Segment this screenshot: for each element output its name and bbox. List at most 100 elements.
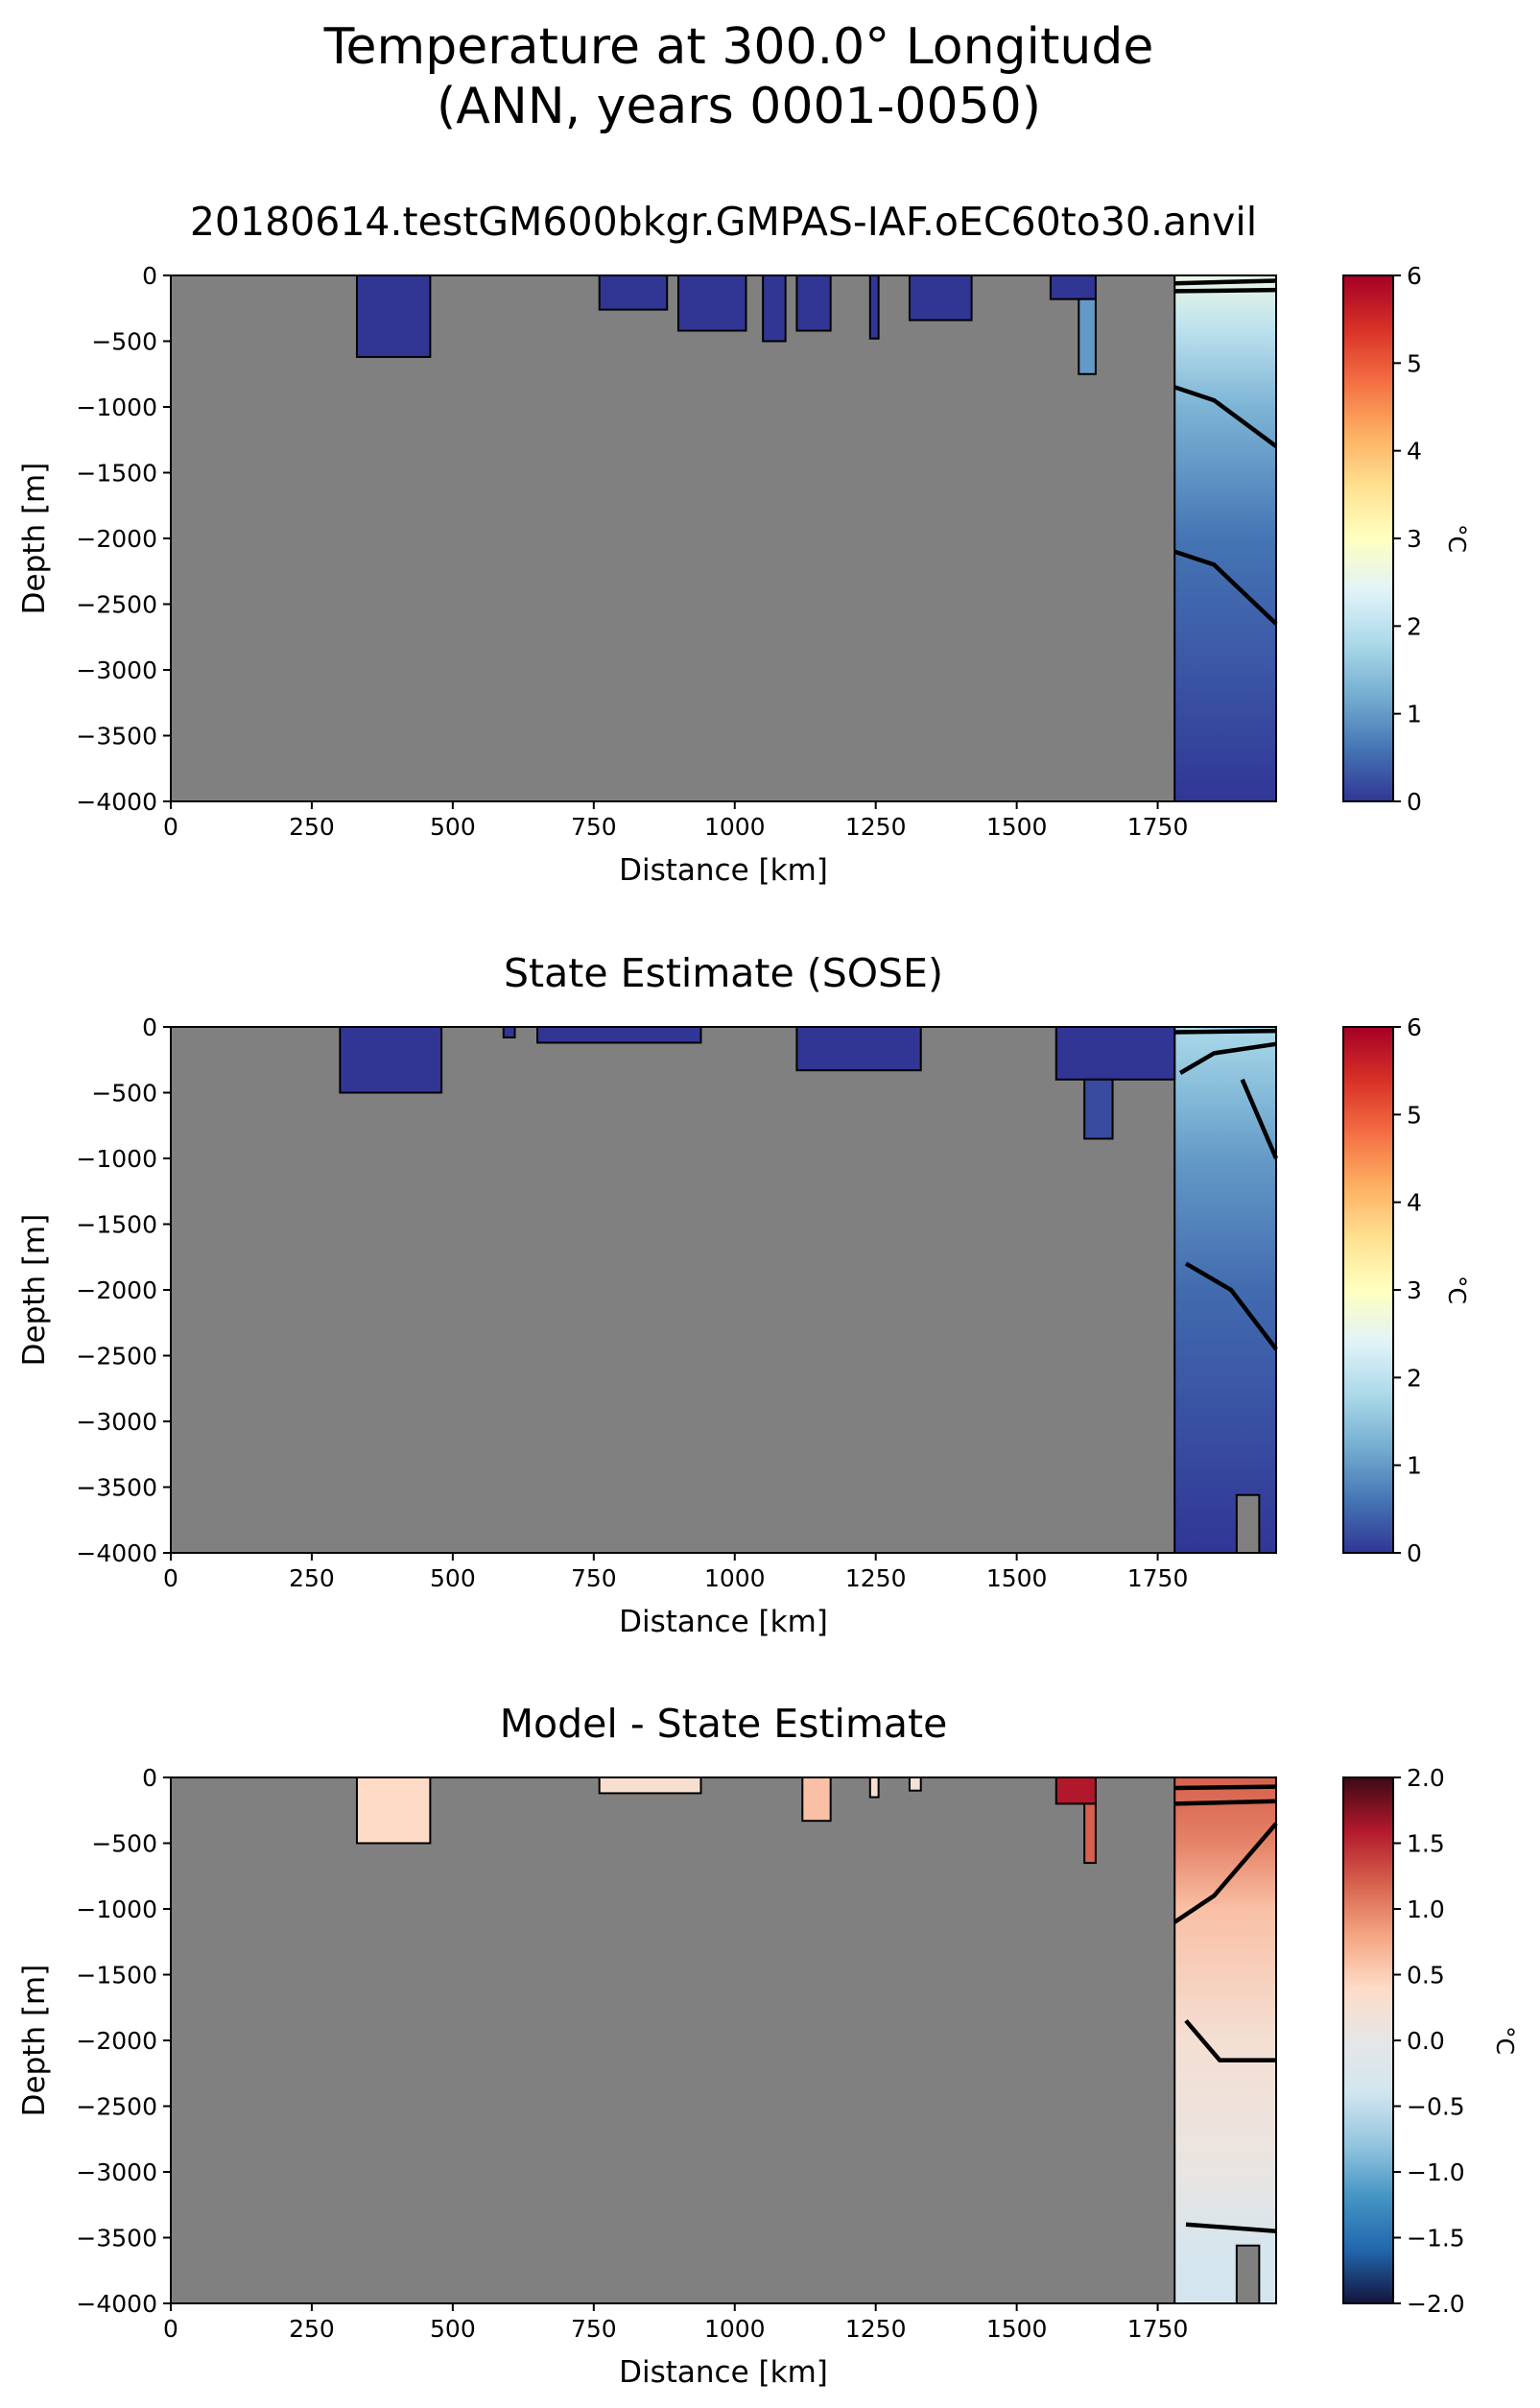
x-tick-label: 250 [289, 813, 335, 841]
ocean-cell-6 [1054, 1776, 1097, 1805]
y-tick-label: −3000 [76, 1408, 157, 1436]
x-tick-label: 500 [430, 2315, 476, 2343]
y-tick-label: −500 [91, 1080, 157, 1108]
ocean-cell-1 [355, 274, 432, 358]
ocean-cell-4 [762, 274, 787, 343]
ocean-cell-3 [536, 1026, 702, 1044]
ocean-cell-2 [598, 274, 669, 311]
x-tick-label: 750 [571, 2315, 617, 2343]
colorbar-tick-label: −0.5 [1407, 2093, 1465, 2121]
contour-line-3 [1174, 278, 1277, 286]
ocean-cell-8 [1049, 274, 1097, 300]
y-tick-label: −3000 [76, 656, 157, 684]
contour-line-4 [1174, 1028, 1277, 1035]
x-tick-label: 1500 [986, 813, 1048, 841]
colorbar-tick-label: 2 [1407, 612, 1422, 640]
contour-line-1 [1173, 1822, 1278, 1924]
y-tick-label: −1000 [76, 1145, 157, 1173]
ocean-cell-3 [676, 274, 747, 332]
x-tick-label: 1750 [1127, 1564, 1189, 1592]
colorbar-tick-label: 5 [1407, 1101, 1422, 1129]
colorbar-tick-label: 0 [1407, 788, 1422, 816]
colorbar [1342, 1026, 1394, 1554]
y-tick-label: −1500 [76, 460, 157, 488]
x-tick-label: 1000 [704, 2315, 766, 2343]
y-axis-label: Depth [m] [17, 1214, 52, 1367]
y-tick-label: −4000 [76, 788, 157, 816]
colorbar-tick-label: 5 [1407, 349, 1422, 377]
y-tick-label: −4000 [76, 1539, 157, 1567]
ocean-cell-5 [1054, 1026, 1176, 1081]
y-tick-label: −3000 [76, 2158, 157, 2186]
x-tick-label: 500 [430, 1564, 476, 1592]
seafloor-ridge [1235, 2244, 1261, 2304]
colorbar-tick-label: 1 [1407, 701, 1422, 728]
x-tick-label: 250 [289, 2315, 335, 2343]
x-tick-label: 750 [571, 1564, 617, 1592]
x-tick-label: 0 [163, 813, 178, 841]
x-axis-label: Distance [km] [619, 1605, 828, 1639]
x-axis-label: Distance [km] [619, 2355, 828, 2390]
ocean-cell-5 [795, 274, 832, 332]
contour-line-5 [1174, 1784, 1277, 1791]
land-area [171, 275, 1276, 801]
seafloor-ridge [1235, 1493, 1261, 1554]
figure-title-line-1: Temperature at 300.0° Longitude [323, 18, 1154, 76]
y-tick-label: −2500 [76, 591, 157, 619]
ocean-cell-4 [795, 1026, 922, 1072]
colorbar [1342, 1776, 1394, 2304]
colorbar-tick-label: 4 [1407, 438, 1422, 465]
ocean-cell-6 [868, 274, 880, 340]
ocean-cell-2 [598, 1776, 702, 1795]
ocean-cell-1 [355, 1776, 432, 1845]
colorbar-tick-label: 4 [1407, 1189, 1422, 1217]
y-tick-label: −1500 [76, 1962, 157, 1990]
colorbar-tick-label: 0.0 [1407, 2027, 1445, 2055]
colorbar-tick-label: 3 [1407, 525, 1422, 553]
x-tick-label: 1250 [845, 1564, 907, 1592]
open-ocean-region [1173, 274, 1278, 802]
y-tick-label: −4000 [76, 2290, 157, 2318]
panel-title: 20180614.testGM600bkgr.GMPAS-IAF.oEC60to… [190, 199, 1257, 245]
colorbar-label: °C [1491, 2026, 1519, 2055]
colorbar-tick-label: 2 [1407, 1364, 1422, 1392]
panel-3: Model - State Estimate 0 250 500 750 1000 1250… [17, 1701, 1519, 2390]
y-tick-label: −3500 [76, 723, 157, 751]
panel-1: 20180614.testGM600bkgr.GMPAS-IAF.oEC60to… [17, 199, 1471, 888]
x-tick-label: 250 [289, 1564, 335, 1592]
land-area [171, 1777, 1276, 2303]
colorbar-tick-label: 1 [1407, 1452, 1422, 1480]
colorbar-tick-label: 0.5 [1407, 1962, 1445, 1990]
ocean-cell-4 [868, 1776, 880, 1799]
y-tick-label: −2000 [76, 2027, 157, 2055]
colorbar [1342, 274, 1394, 802]
y-tick-label: −1000 [76, 393, 157, 421]
colorbar-tick-label: 2.0 [1407, 1764, 1445, 1792]
x-tick-label: 1750 [1127, 813, 1189, 841]
colorbar-tick-label: −1.0 [1407, 2158, 1465, 2186]
y-axis-label: Depth [m] [17, 1965, 52, 2117]
contour-line-3 [1185, 2222, 1277, 2233]
x-tick-label: 1000 [704, 813, 766, 841]
colorbar-tick-label: −2.0 [1407, 2290, 1465, 2318]
contour-line-4 [1174, 287, 1277, 294]
x-tick-label: 1500 [986, 1564, 1048, 1592]
x-tick-label: 0 [163, 2315, 178, 2343]
contour-line-1 [1178, 1041, 1277, 1075]
ocean-cell-9 [1078, 298, 1097, 375]
colorbar-tick-label: 1.5 [1407, 1830, 1445, 1858]
ocean-cell-6 [1083, 1078, 1114, 1140]
x-tick-label: 500 [430, 813, 476, 841]
colorbar-tick-label: 6 [1407, 1013, 1422, 1041]
contour-line-4 [1174, 1799, 1277, 1806]
y-tick-label: −2500 [76, 2093, 157, 2121]
y-tick-label: −2500 [76, 1343, 157, 1371]
panel-2: State Estimate (SOSE)0 250 500 750 1000 1250 1… [17, 950, 1471, 1639]
x-tick-label: 1250 [845, 2315, 907, 2343]
y-tick-label: 0 [142, 1764, 157, 1792]
contour-line-2 [1173, 549, 1278, 626]
contour-line-3 [1184, 1261, 1278, 1351]
x-tick-label: 1000 [704, 1564, 766, 1592]
panel-title: State Estimate (SOSE) [504, 950, 943, 996]
y-tick-label: −3500 [76, 1474, 157, 1502]
